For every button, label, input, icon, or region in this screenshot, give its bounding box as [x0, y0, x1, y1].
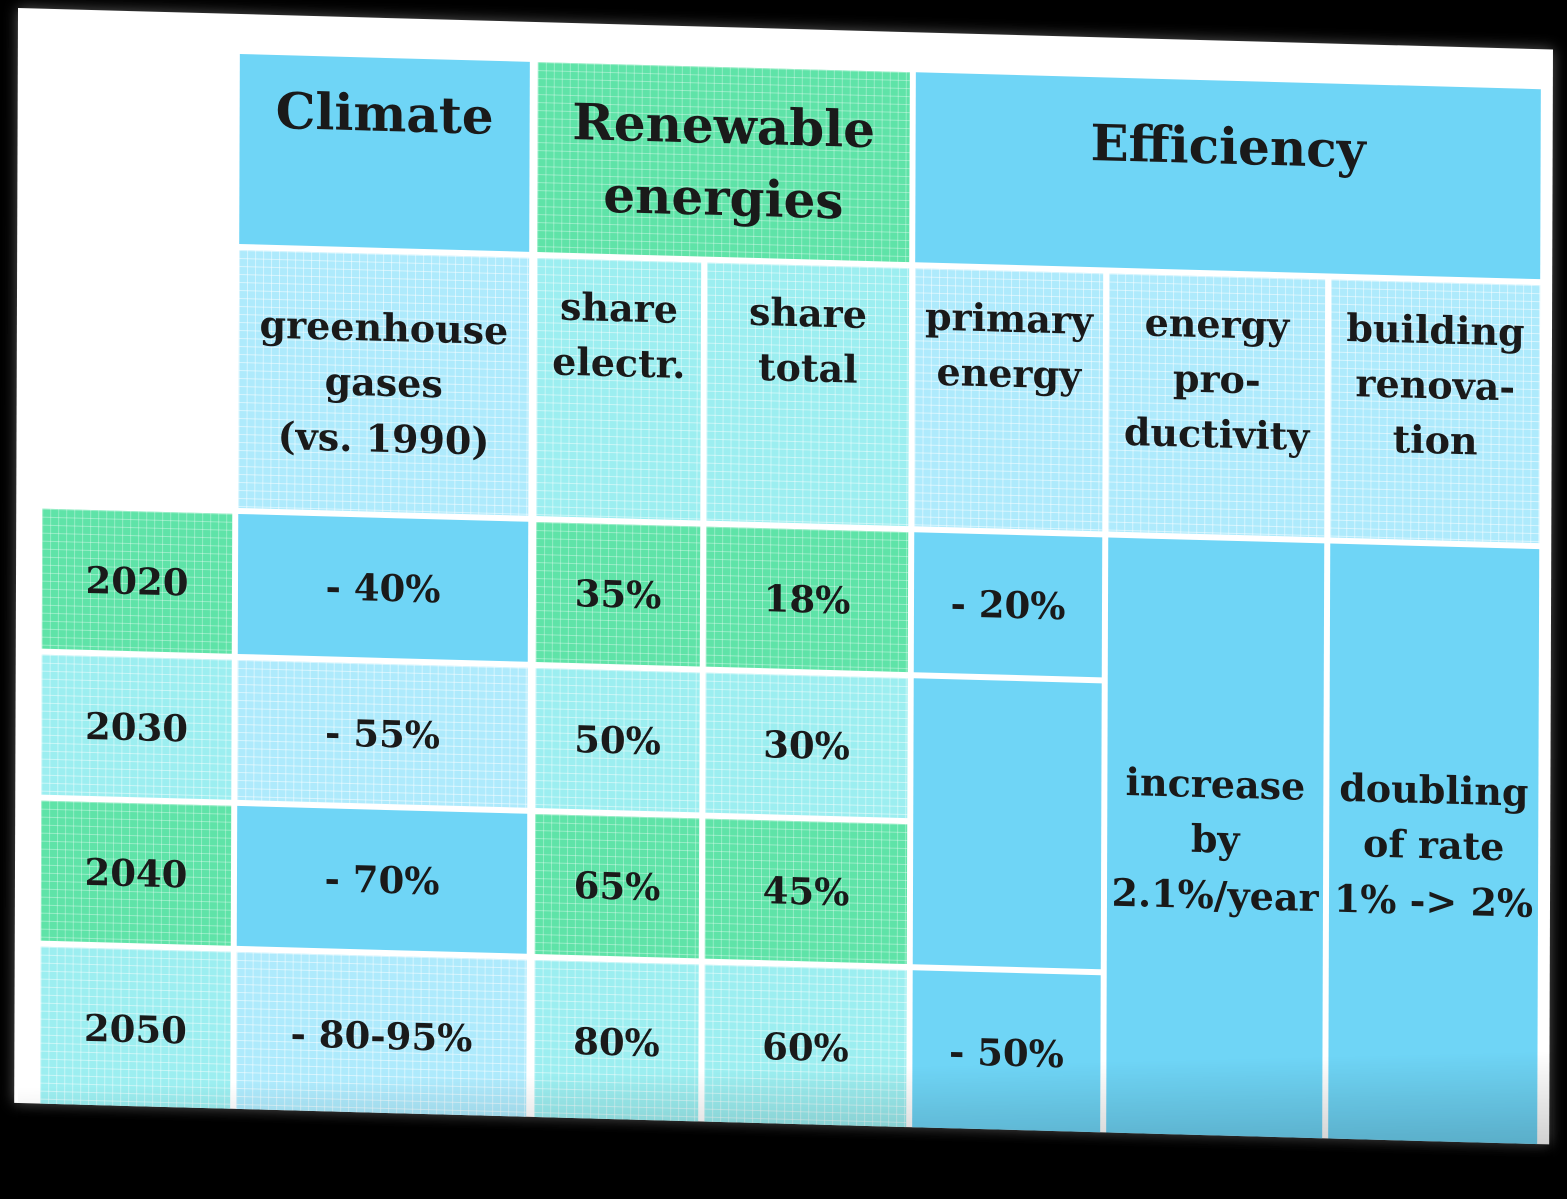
subheader-share-total: share total — [706, 262, 910, 527]
header-renewable: Renewable energies — [537, 62, 910, 263]
header-efficiency: Efficiency — [915, 72, 1541, 280]
year-2020: 2020 — [41, 508, 233, 654]
energy-productivity-value: increase by 2.1%/year — [1106, 537, 1325, 1142]
share-total-2020: 18% — [705, 526, 909, 673]
subheader-greenhouse-gases: greenhouse gases (vs. 1990) — [238, 249, 530, 516]
share-total-2040: 45% — [704, 818, 908, 965]
ghg-2040: - 70% — [236, 805, 528, 954]
share-total-2030: 30% — [705, 672, 908, 819]
year-2040: 2040 — [40, 800, 232, 946]
share-electr-2030: 50% — [535, 668, 700, 813]
subheader-building-renovation: building renova- tion — [1330, 279, 1541, 544]
header-climate: Climate — [239, 54, 530, 252]
share-electr-2020: 35% — [535, 522, 701, 667]
ghg-2020: - 40% — [237, 513, 529, 662]
primary-energy-2030-2040 — [912, 678, 1102, 970]
subheader-share-electr: share electr. — [536, 258, 702, 521]
ghg-2030: - 55% — [237, 659, 528, 808]
year-2030: 2030 — [41, 654, 232, 800]
share-electr-2040: 65% — [534, 813, 700, 959]
slide: Climate Renewable energies Efficiency gr… — [14, 8, 1553, 1145]
primary-energy-2020: - 20% — [913, 532, 1103, 678]
subheader-energy-productivity: energy pro- ductivity — [1108, 273, 1326, 538]
subheader-primary-energy: primary energy — [914, 268, 1104, 532]
